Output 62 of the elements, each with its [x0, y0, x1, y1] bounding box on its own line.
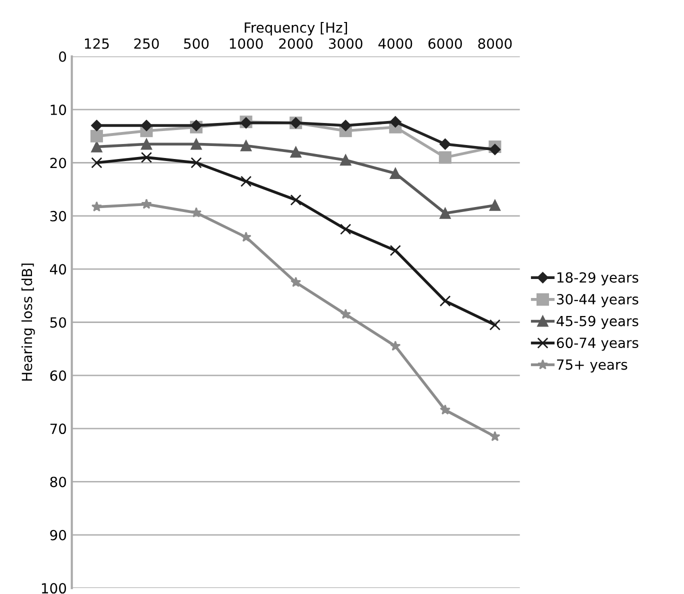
y-tick-label: 10 — [50, 104, 66, 116]
legend-label: 30-44 years — [557, 294, 638, 308]
legend-label: 18-29 years — [557, 272, 638, 286]
point — [240, 176, 252, 187]
y-tick-label: 80 — [50, 476, 66, 488]
point — [290, 146, 302, 158]
point — [340, 120, 352, 132]
point — [140, 138, 152, 150]
point — [91, 201, 102, 212]
point — [190, 157, 202, 168]
y-axis-title: Hearing loss [dB] — [21, 264, 35, 381]
point — [140, 152, 152, 163]
point — [390, 168, 401, 179]
x-tick-label: 2000 — [279, 38, 313, 49]
y-tick-label: 30 — [50, 210, 66, 222]
point — [440, 404, 450, 415]
point — [440, 295, 451, 307]
y-tick-label: 60 — [50, 370, 66, 381]
x-tick-label: 1000 — [230, 38, 263, 49]
point — [390, 244, 401, 256]
y-tick-label: 70 — [50, 424, 66, 434]
y-tick-label: 40 — [50, 264, 66, 275]
point — [141, 198, 152, 209]
x-tick-label: 8000 — [478, 38, 512, 49]
legend-label: 75+ years — [557, 360, 628, 373]
point — [490, 430, 500, 442]
point — [489, 144, 501, 156]
x-axis-title: Frequency [Hz] — [244, 22, 347, 36]
point — [390, 340, 401, 351]
y-tick-label: 0 — [59, 51, 66, 62]
y-tick-label: 50 — [50, 317, 66, 328]
point — [489, 319, 501, 330]
y-tick-label: 20 — [50, 158, 66, 168]
point — [240, 140, 252, 152]
point — [290, 276, 302, 287]
point — [190, 207, 202, 218]
point — [438, 151, 452, 164]
point — [190, 138, 202, 150]
point — [340, 308, 351, 319]
point — [91, 120, 102, 132]
x-tick-label: 250 — [134, 38, 159, 49]
point — [340, 154, 352, 166]
legend-label: 45-59 years — [556, 316, 638, 329]
y-tick-label: 90 — [50, 530, 66, 540]
point — [240, 232, 252, 242]
x-tick-label: 125 — [84, 38, 109, 49]
x-tick-label: 3000 — [328, 38, 362, 49]
point — [91, 157, 102, 168]
y-tick-label: 100 — [42, 583, 66, 594]
legend-label: 60-74 years — [556, 338, 638, 351]
point — [390, 116, 401, 128]
x-tick-label: 4000 — [378, 38, 412, 49]
point — [140, 120, 152, 132]
x-tick-label: 500 — [184, 38, 209, 49]
point — [91, 141, 102, 152]
point — [340, 224, 352, 235]
point — [440, 208, 451, 219]
point — [90, 130, 103, 142]
x-tick-label: 6000 — [428, 38, 462, 49]
point — [290, 194, 302, 206]
point — [440, 138, 451, 150]
point — [489, 200, 501, 211]
